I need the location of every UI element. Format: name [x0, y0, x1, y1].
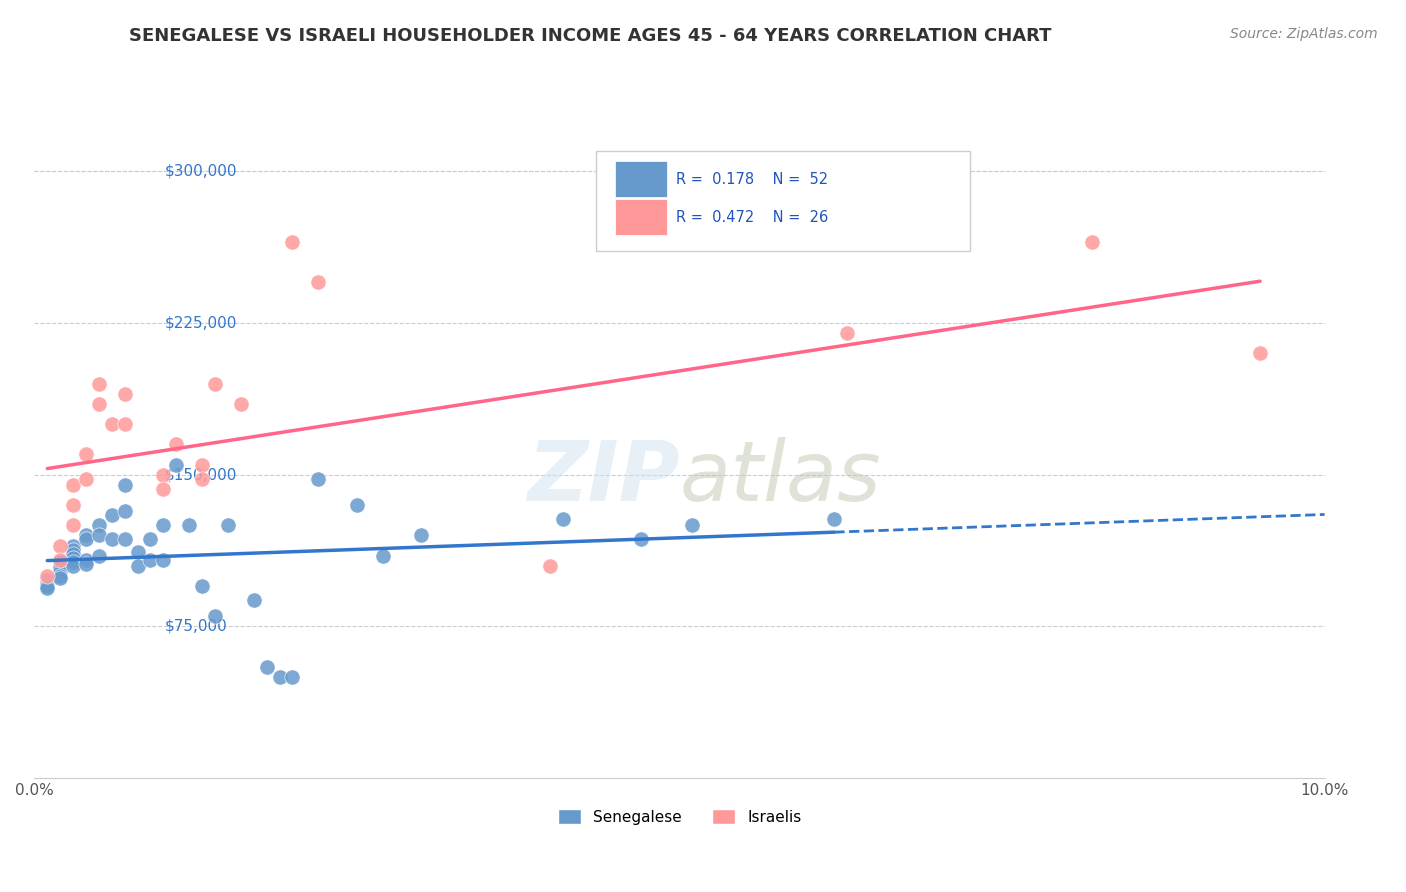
Point [837, 326, 859, 340]
Text: $75,000: $75,000 [165, 619, 228, 634]
Legend: Senegalese, Israelis: Senegalese, Israelis [551, 803, 807, 830]
Point [49, 561, 72, 575]
Point [553, 512, 575, 526]
Point [204, 609, 226, 624]
Point [75, 528, 97, 542]
Point [346, 498, 368, 512]
Point [75, 533, 97, 547]
Point [62, 542, 84, 557]
Text: $150,000: $150,000 [165, 467, 238, 483]
Point [87, 549, 110, 563]
Point [87, 397, 110, 411]
Text: R =  0.472    N =  26: R = 0.472 N = 26 [676, 210, 828, 225]
Point [87, 376, 110, 391]
Point [101, 533, 124, 547]
Point [114, 478, 136, 492]
Point [191, 458, 214, 472]
Point [152, 518, 174, 533]
Point [191, 472, 214, 486]
Point [87, 528, 110, 542]
Point [37, 579, 59, 593]
Point [127, 558, 149, 573]
Point [37, 577, 59, 591]
FancyBboxPatch shape [596, 151, 970, 251]
Text: R =  0.178    N =  52: R = 0.178 N = 52 [676, 172, 828, 186]
Text: Source: ZipAtlas.com: Source: ZipAtlas.com [1230, 27, 1378, 41]
Point [152, 552, 174, 566]
Point [139, 533, 162, 547]
Text: ZIP: ZIP [527, 437, 679, 518]
Point [681, 518, 703, 533]
Point [114, 533, 136, 547]
Point [191, 579, 214, 593]
Point [75, 447, 97, 461]
Point [49, 565, 72, 579]
Point [49, 539, 72, 553]
Point [229, 397, 252, 411]
Point [75, 552, 97, 566]
Text: $225,000: $225,000 [165, 316, 238, 330]
Point [307, 276, 329, 290]
Point [152, 482, 174, 496]
Point [101, 417, 124, 431]
Point [165, 437, 187, 451]
FancyBboxPatch shape [614, 199, 666, 235]
Point [37, 573, 59, 587]
Point [49, 569, 72, 583]
Point [114, 504, 136, 518]
Text: SENEGALESE VS ISRAELI HOUSEHOLDER INCOME AGES 45 - 64 YEARS CORRELATION CHART: SENEGALESE VS ISRAELI HOUSEHOLDER INCOME… [129, 27, 1052, 45]
Point [114, 417, 136, 431]
Point [62, 547, 84, 561]
Point [242, 593, 264, 607]
Point [62, 539, 84, 553]
Point [179, 518, 201, 533]
Point [256, 660, 278, 674]
Point [204, 376, 226, 391]
Point [37, 569, 59, 583]
Point [62, 498, 84, 512]
Point [1081, 235, 1104, 249]
Point [1249, 346, 1271, 360]
Point [139, 552, 162, 566]
Point [217, 518, 239, 533]
Point [62, 518, 84, 533]
Point [411, 528, 433, 542]
Point [540, 558, 562, 573]
Point [823, 512, 845, 526]
Text: $300,000: $300,000 [165, 163, 238, 178]
Point [87, 518, 110, 533]
Point [75, 472, 97, 486]
Point [49, 555, 72, 569]
Point [62, 478, 84, 492]
Point [127, 544, 149, 558]
Point [101, 508, 124, 523]
Point [630, 533, 652, 547]
Point [37, 581, 59, 595]
Point [62, 555, 84, 569]
Point [49, 552, 72, 566]
Point [62, 558, 84, 573]
Point [62, 550, 84, 565]
Point [49, 558, 72, 573]
Point [269, 670, 291, 684]
Point [371, 549, 394, 563]
Point [49, 571, 72, 585]
Point [37, 574, 59, 589]
Point [114, 386, 136, 401]
FancyBboxPatch shape [614, 161, 666, 197]
Point [281, 235, 304, 249]
Point [307, 472, 329, 486]
Point [152, 467, 174, 482]
Point [281, 670, 304, 684]
Text: atlas: atlas [679, 437, 882, 518]
Point [165, 458, 187, 472]
Point [75, 557, 97, 571]
